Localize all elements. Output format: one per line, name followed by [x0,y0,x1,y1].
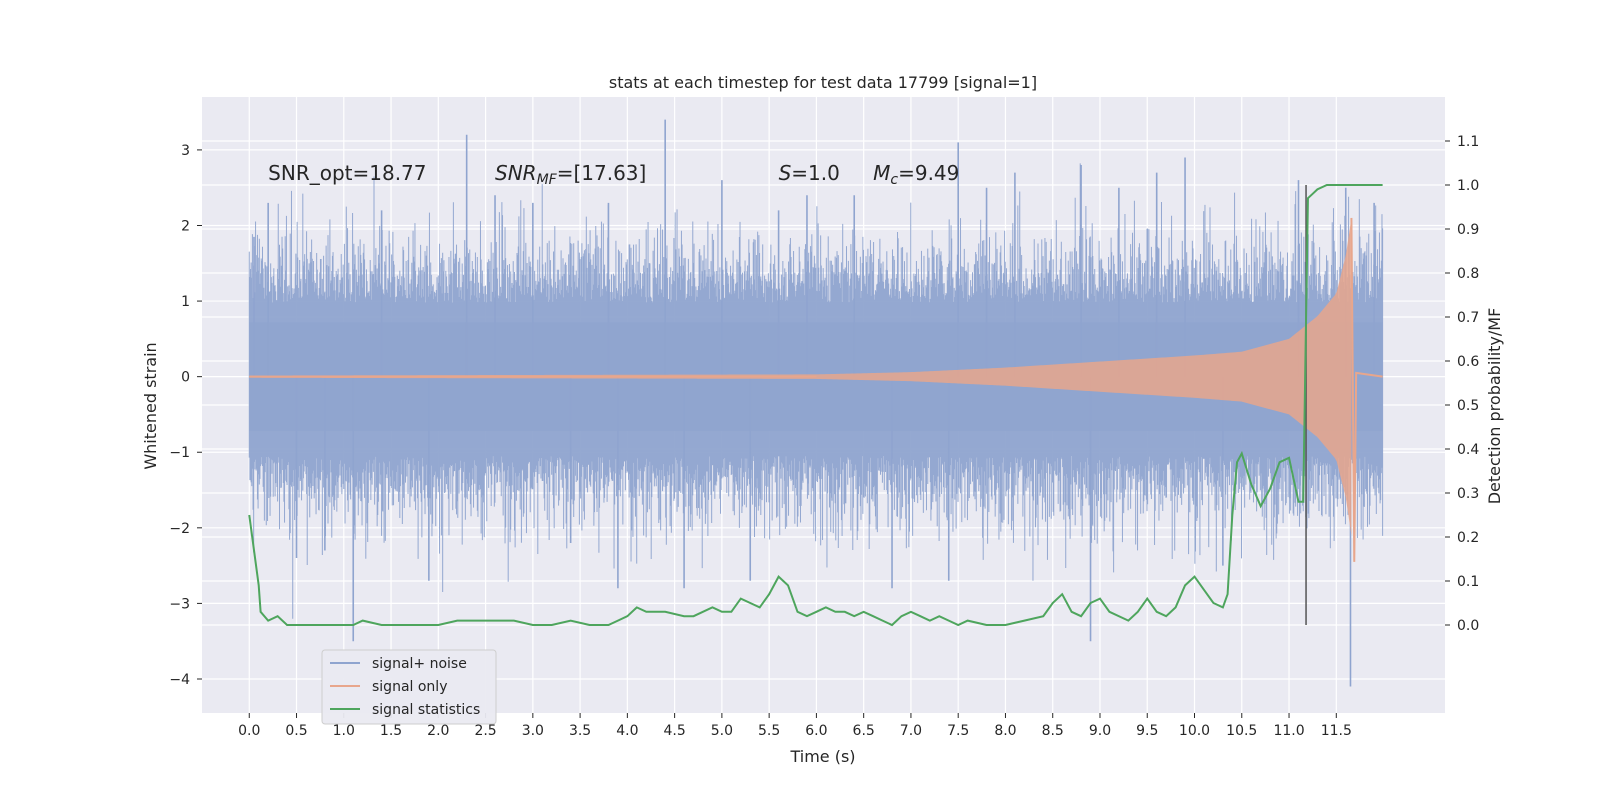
x-axis-ticks: 0.0 0.5 1.0 1.5 2.0 2.5 3.0 3.5 4.0 4.5 5.0 5.5 6.0 6… [238,713,1352,739]
annotation-3: Mc=9.49 [873,161,959,188]
annotation-2: S=1.0 [779,161,840,185]
y2-tick-label-4: 0.4 [1457,442,1479,458]
x-tick-label-23: 11.5 [1321,723,1352,739]
y-axis-label: Whitened strain [141,342,160,469]
x-tick-label-4: 2.0 [427,723,449,739]
legend: signal+ noise signal only signal statist… [321,649,497,725]
legend-box [321,649,497,725]
x-tick-label-10: 5.0 [711,723,733,739]
x-tick-label-11: 5.5 [758,723,780,739]
y-tick-label-7: 3 [181,143,190,159]
y-tick-label-4: 0 [181,370,190,386]
x-tick-label-15: 7.5 [947,723,969,739]
x-tick-label-22: 11.0 [1273,723,1304,739]
y-tick-label-2: −2 [169,521,190,537]
y2-tick-label-3: 0.3 [1457,486,1479,502]
y2-tick-label-5: 0.5 [1457,398,1479,414]
annotation-0: SNR_opt=18.77 [268,161,426,185]
x-tick-label-17: 8.5 [1042,723,1064,739]
x-tick-label-9: 4.5 [663,723,685,739]
x-axis-label: Time (s) [789,747,855,766]
x-tick-label-8: 4.0 [616,723,638,739]
legend-label-signal-noise: signal+ noise [372,656,467,672]
annotation-1: SNRMF=[17.63] [495,161,646,188]
x-tick-label-14: 7.0 [900,723,922,739]
x-tick-label-21: 10.5 [1226,723,1257,739]
y2-axis-ticks: 0.0 0.1 0.2 0.3 0.4 0.5 0.6 0.7 0.8 0.9 1.0 1.1 [1445,134,1479,634]
y-tick-label-1: −3 [169,596,190,612]
y-tick-label-0: −4 [169,672,190,688]
legend-label-signal-only: signal only [372,679,447,695]
x-tick-label-6: 3.0 [522,723,544,739]
x-tick-label-5: 2.5 [474,723,496,739]
x-tick-label-12: 6.0 [805,723,827,739]
x-tick-label-16: 8.0 [994,723,1016,739]
y-tick-label-6: 2 [181,218,190,234]
x-tick-label-19: 9.5 [1136,723,1158,739]
y2-axis-label: Detection probability/MF [1485,308,1504,505]
y2-tick-label-9: 0.9 [1457,222,1479,238]
y2-tick-label-7: 0.7 [1457,310,1479,326]
x-tick-label-20: 10.0 [1179,723,1210,739]
x-tick-label-7: 3.5 [569,723,591,739]
y2-tick-label-6: 0.6 [1457,354,1479,370]
y2-tick-label-0: 0.0 [1457,618,1479,634]
signal-merger [1350,217,1383,562]
x-tick-label-18: 9.0 [1089,723,1111,739]
x-tick-label-2: 1.0 [333,723,355,739]
y-tick-label-5: 1 [181,294,190,310]
x-tick-label-0: 0.0 [238,723,260,739]
legend-label-signal-statistics: signal statistics [372,702,480,718]
y2-tick-label-1: 0.1 [1457,574,1479,590]
y2-tick-label-8: 0.8 [1457,266,1479,282]
noise-spikes [253,119,1375,687]
chart-title: stats at each timestep for test data 177… [609,73,1037,92]
y-axis-ticks: −4 −3 −2 −1 0 1 2 3 [169,143,202,688]
y-tick-label-3: −1 [169,445,190,461]
x-tick-label-3: 1.5 [380,723,402,739]
signal-statistics-line [248,184,1383,627]
annotations: SNR_opt=18.77 SNRMF=[17.63] S=1.0 Mc=9.49 [268,161,959,188]
y2-tick-label-10: 1.0 [1457,178,1479,194]
y2-tick-label-2: 0.2 [1457,530,1479,546]
y2-tick-label-11: 1.1 [1457,134,1479,150]
signal-only-series [249,217,1383,562]
x-tick-label-13: 6.5 [853,723,875,739]
x-tick-label-1: 0.5 [285,723,307,739]
